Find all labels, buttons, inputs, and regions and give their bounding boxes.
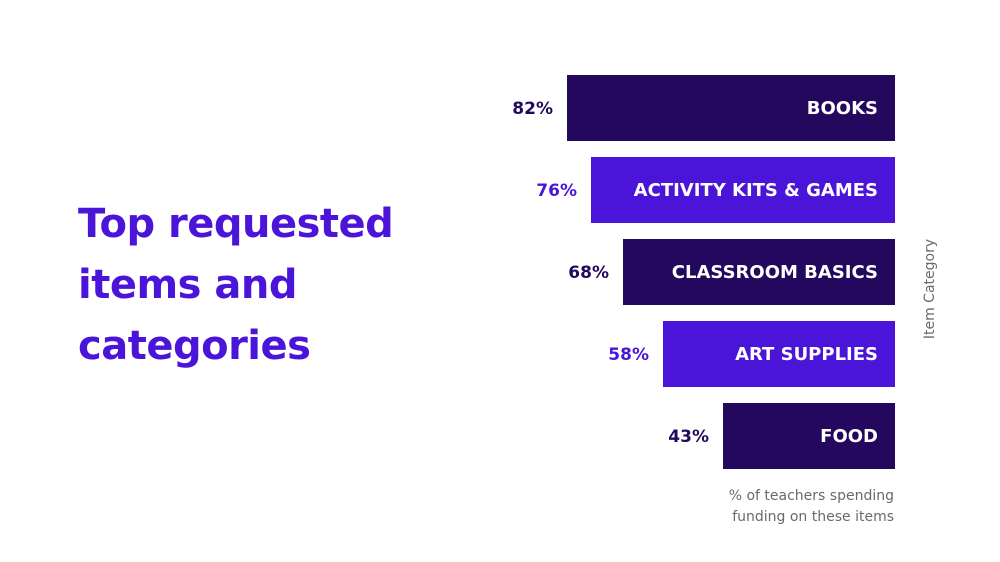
x-axis-note-line-2: funding on these items xyxy=(732,509,894,525)
title-line-2: items and xyxy=(78,262,297,308)
bar-classroom-basics xyxy=(623,239,895,305)
bar-value-label: 76% xyxy=(536,181,577,201)
bar-category-label: ART SUPPLIES xyxy=(735,344,878,365)
bar-art-supplies xyxy=(663,321,895,387)
bar-value-label: 58% xyxy=(608,345,649,365)
bar-activity-kits-games xyxy=(591,157,895,223)
x-axis-note-line-1: % of teachers spending xyxy=(728,488,894,504)
bar-category-label: FOOD xyxy=(820,426,878,447)
bar-value-label: 68% xyxy=(568,263,609,283)
bars-group: BOOKS 82% ACTIVITY KITS & GAMES 76% CLASSROO… xyxy=(512,75,895,469)
title-line-1: Top requested xyxy=(78,201,394,247)
y-axis-title: Item Category xyxy=(922,239,938,339)
chart-title: Top requested items and categories xyxy=(78,194,478,377)
bar-category-label: ACTIVITY KITS & GAMES xyxy=(634,180,878,201)
bar-value-label: 82% xyxy=(512,99,553,119)
x-axis-note: % of teachers spending funding on these … xyxy=(634,486,894,528)
title-line-3: categories xyxy=(78,323,311,369)
bar-category-label: CLASSROOM BASICS xyxy=(672,262,878,283)
bar-books xyxy=(567,75,895,141)
bar-value-label: 43% xyxy=(668,427,709,447)
bar-food xyxy=(723,403,895,469)
bar-category-label: BOOKS xyxy=(807,98,878,119)
